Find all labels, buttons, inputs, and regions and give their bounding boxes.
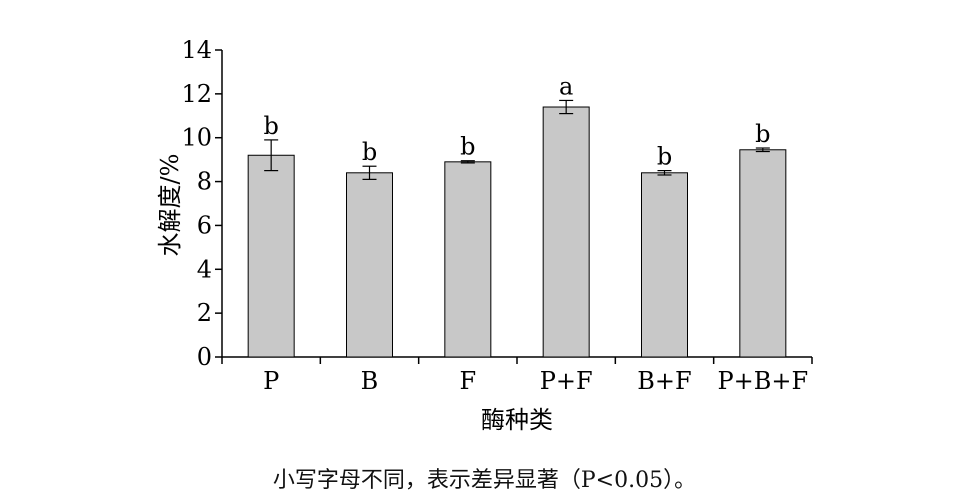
bar (739, 149, 787, 358)
y-tick-label: 12 (181, 80, 212, 108)
significance-letter: a (559, 72, 573, 100)
chart-caption: 小写字母不同，表示差异显著（P<0.05）。 (272, 468, 697, 493)
bar (641, 172, 688, 358)
x-tick-label: P (263, 367, 279, 395)
bar (346, 172, 393, 358)
y-tick-label: 2 (197, 299, 212, 327)
chart-axes: 0 2 4 6 8 10 12 14 (181, 36, 813, 371)
y-tick-label: 10 (181, 124, 212, 152)
x-tick-label: P+F (540, 367, 593, 395)
x-tick-label: P+B+F (718, 367, 809, 395)
bar (542, 106, 590, 358)
chart-labels: b Pb Bb Fa P+F b B+F b P+B+F (263, 72, 808, 395)
y-tick-label: 4 (197, 255, 212, 283)
significance-letter: b (657, 143, 672, 171)
y-tick-label: 14 (181, 36, 212, 64)
significance-letter: b (755, 120, 770, 148)
significance-letter: b (263, 112, 278, 140)
y-tick-label: 8 (197, 168, 212, 196)
significance-letter: b (362, 138, 377, 166)
bar (247, 154, 295, 358)
y-axis-label: 水解度/% (156, 154, 184, 257)
x-tick-label: B (361, 367, 379, 395)
y-tick-label: 0 (197, 343, 212, 371)
y-tick-label: 6 (197, 211, 212, 239)
x-tick-label: F (460, 367, 477, 395)
significance-letter: b (460, 133, 475, 161)
bar-chart: 0 2 4 6 8 10 12 14 b Pb Bb Fa P+F b B+F b P+B+F 水解度/% 酶… (156, 36, 813, 434)
chart-bars (247, 99, 787, 358)
x-axis-label: 酶种类 (481, 406, 553, 434)
x-tick-label: B+F (637, 367, 691, 395)
bar (444, 161, 492, 358)
